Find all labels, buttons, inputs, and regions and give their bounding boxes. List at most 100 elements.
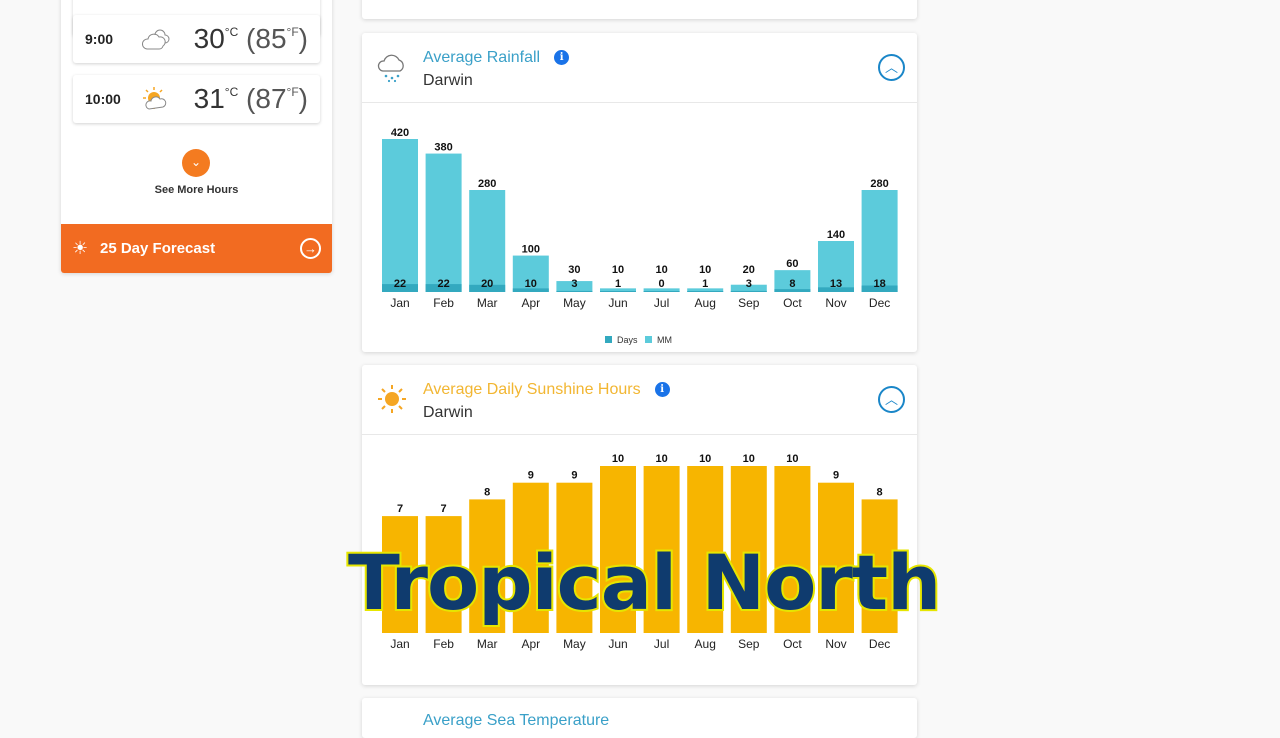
rainfall-location: Darwin bbox=[423, 72, 473, 89]
rainfall-days-bar bbox=[774, 289, 811, 292]
month-label: Dec bbox=[869, 637, 890, 651]
month-label: Feb bbox=[433, 637, 454, 651]
hourly-forecast-card: 9:00 30°C (85°F) 10:00 31°C (87°F) ⌄ See… bbox=[61, 0, 332, 273]
rainfall-days-bar bbox=[469, 284, 506, 292]
rainfall-days-bar bbox=[600, 291, 636, 292]
rainfall-days-bar bbox=[861, 285, 898, 292]
sunshine-value-label: 7 bbox=[441, 503, 447, 515]
rainfall-days-label: 13 bbox=[830, 278, 842, 290]
rainfall-mm-label: 420 bbox=[391, 127, 409, 139]
rainfall-mm-bar bbox=[600, 288, 636, 292]
rainfall-days-label: 8 bbox=[789, 278, 795, 290]
rainfall-mm-bar bbox=[861, 190, 898, 292]
see-more-hours-button[interactable]: ⌄ bbox=[182, 149, 210, 177]
rainfall-mm-bar bbox=[425, 153, 462, 292]
sun-icon: ☀ bbox=[72, 238, 89, 258]
collapse-button[interactable]: ︿ bbox=[878, 386, 905, 413]
hour-time: 10:00 bbox=[85, 91, 121, 107]
month-label: Jul bbox=[654, 637, 669, 651]
month-label: Jun bbox=[608, 637, 627, 651]
rainfall-days-label: 20 bbox=[481, 278, 493, 290]
rainfall-days-bar bbox=[382, 284, 418, 292]
month-label: Sep bbox=[738, 296, 760, 310]
rainfall-mm-bar bbox=[818, 241, 854, 292]
hour-row: 10:00 31°C (87°F) bbox=[73, 75, 320, 123]
rainfall-mm-label: 30 bbox=[568, 264, 580, 276]
legend-mm-swatch bbox=[645, 336, 652, 343]
month-label: Nov bbox=[825, 637, 846, 651]
chevron-down-icon: ⌄ bbox=[190, 155, 202, 169]
overlay-caption: Tropical North bbox=[346, 538, 943, 627]
info-icon[interactable]: i bbox=[554, 50, 570, 65]
legend-days-label: Days bbox=[617, 335, 638, 345]
arrow-right-circle-icon: → bbox=[300, 238, 321, 259]
sunshine-bar bbox=[687, 466, 724, 633]
legend-days-swatch bbox=[605, 336, 612, 343]
hour-temp: 31°C (87°F) bbox=[193, 83, 308, 114]
rainfall-mm-label: 10 bbox=[612, 264, 624, 276]
month-label: Jan bbox=[390, 296, 409, 310]
rainfall-mm-label: 280 bbox=[478, 178, 496, 190]
month-label: Oct bbox=[783, 296, 802, 310]
sunshine-bar bbox=[556, 482, 593, 633]
rainfall-header: Average Rainfall i Darwin ︿ bbox=[362, 33, 917, 103]
sunshine-value-label: 8 bbox=[484, 486, 490, 498]
rainfall-days-bar bbox=[818, 287, 854, 292]
see-more-hours-label[interactable]: See More Hours bbox=[154, 184, 239, 196]
rainfall-days-bar bbox=[730, 290, 767, 292]
month-label: Jun bbox=[608, 296, 627, 310]
rainfall-days-label: 10 bbox=[525, 278, 537, 290]
rainfall-mm-label: 60 bbox=[786, 258, 798, 270]
rainfall-chart: 42022Jan38022Feb28020Mar10010Apr303May10… bbox=[382, 127, 898, 345]
rainfall-mm-bar bbox=[469, 190, 506, 292]
info-icon[interactable]: i bbox=[654, 382, 670, 397]
sunshine-header: Average Daily Sunshine Hours i Darwin ︿ bbox=[362, 365, 917, 435]
month-label: Feb bbox=[433, 296, 454, 310]
month-label: May bbox=[563, 296, 586, 310]
sunshine-value-label: 10 bbox=[612, 453, 624, 465]
rainfall-days-label: 3 bbox=[571, 278, 577, 290]
25-day-forecast-button[interactable]: ☀ 25 Day Forecast → bbox=[61, 224, 332, 273]
rainfall-days-label: 3 bbox=[746, 278, 752, 290]
rainfall-days-bar bbox=[425, 284, 462, 292]
rainfall-card: Average Rainfall i Darwin ︿ 420 22 Jan 380 22… bbox=[362, 33, 917, 352]
month-label: Nov bbox=[825, 296, 846, 310]
month-label: Dec bbox=[869, 296, 890, 310]
sunshine-value-label: 7 bbox=[397, 503, 403, 515]
rainfall-mm-label: 280 bbox=[870, 178, 888, 190]
collapse-button[interactable]: ︿ bbox=[878, 54, 905, 81]
sunshine-value-label: 9 bbox=[833, 470, 839, 482]
month-label: May bbox=[563, 637, 586, 651]
rainfall-mm-bar bbox=[512, 255, 549, 292]
rainfall-days-label: 22 bbox=[394, 278, 406, 290]
sunshine-bar bbox=[382, 516, 418, 633]
month-label: Mar bbox=[477, 637, 498, 651]
sunshine-location: Darwin bbox=[423, 404, 473, 421]
rainfall-mm-label: 140 bbox=[827, 229, 845, 241]
sunshine-value-label: 9 bbox=[528, 470, 534, 482]
month-label: Aug bbox=[695, 637, 716, 651]
rainfall-mm-bar bbox=[730, 284, 767, 292]
chevron-up-icon: ︿ bbox=[884, 60, 898, 75]
hour-time: 9:00 bbox=[85, 31, 114, 47]
month-label: Sep bbox=[738, 637, 760, 651]
rainfall-days-label: 1 bbox=[615, 278, 621, 290]
month-label: Mar bbox=[477, 296, 498, 310]
forecast-button-label: 25 Day Forecast bbox=[100, 240, 216, 257]
sunshine-bar bbox=[818, 482, 854, 633]
rainfall-mm-label: 10 bbox=[655, 264, 667, 276]
rainfall-mm-bar bbox=[556, 281, 593, 292]
sunshine-bar bbox=[643, 466, 680, 633]
rainfall-mm-bar bbox=[687, 288, 724, 292]
rainfall-mm-label: 20 bbox=[743, 264, 755, 276]
rainfall-days-bar bbox=[687, 291, 724, 292]
sunshine-value-label: 10 bbox=[786, 453, 798, 465]
month-label: Apr bbox=[521, 296, 540, 310]
sunshine-bar bbox=[425, 516, 462, 633]
sunshine-bar bbox=[861, 499, 898, 633]
sea-temperature-title: Average Sea Temperature bbox=[423, 712, 610, 729]
month-label: Apr bbox=[521, 637, 540, 651]
rainfall-days-label: 0 bbox=[659, 278, 665, 290]
legend-mm-label: MM bbox=[657, 335, 672, 345]
rainfall-mm-bar bbox=[643, 288, 680, 292]
